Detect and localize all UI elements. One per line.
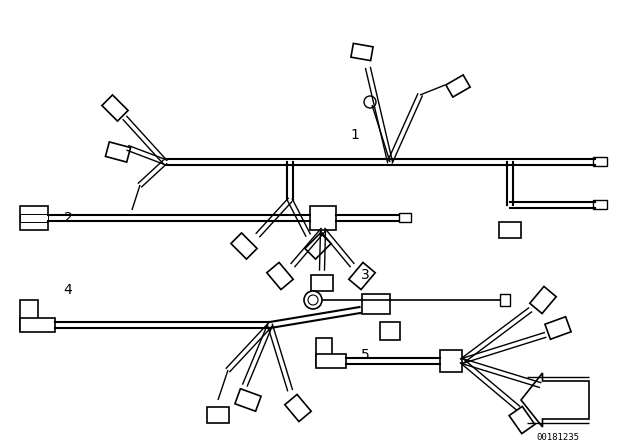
- Bar: [530, 286, 556, 314]
- Bar: [207, 407, 229, 423]
- Bar: [538, 383, 566, 409]
- Circle shape: [364, 96, 376, 108]
- Bar: [349, 263, 375, 289]
- Bar: [285, 394, 311, 422]
- Text: 5: 5: [360, 348, 369, 362]
- Bar: [305, 233, 331, 259]
- Bar: [446, 75, 470, 97]
- Bar: [380, 322, 400, 340]
- Bar: [235, 389, 261, 411]
- Bar: [311, 275, 333, 291]
- Bar: [20, 206, 48, 230]
- Bar: [593, 201, 607, 210]
- Bar: [102, 95, 128, 121]
- Bar: [106, 142, 131, 162]
- Bar: [545, 317, 571, 339]
- Bar: [316, 354, 346, 368]
- Bar: [499, 222, 521, 238]
- Text: 00181235: 00181235: [536, 432, 579, 441]
- Polygon shape: [521, 373, 589, 427]
- Bar: [440, 350, 462, 372]
- Bar: [310, 206, 336, 230]
- Bar: [267, 263, 293, 289]
- Text: 3: 3: [360, 268, 369, 282]
- Bar: [399, 214, 411, 223]
- Bar: [351, 43, 373, 60]
- Bar: [316, 338, 332, 366]
- Bar: [500, 294, 510, 306]
- Circle shape: [304, 291, 322, 309]
- Bar: [20, 300, 38, 330]
- Bar: [509, 406, 535, 434]
- Circle shape: [308, 295, 318, 305]
- Bar: [362, 294, 390, 314]
- Bar: [20, 318, 55, 332]
- Bar: [593, 158, 607, 167]
- Text: 2: 2: [63, 211, 72, 225]
- Text: 4: 4: [63, 283, 72, 297]
- Bar: [231, 233, 257, 259]
- Bar: [20, 214, 48, 222]
- Text: 1: 1: [351, 128, 360, 142]
